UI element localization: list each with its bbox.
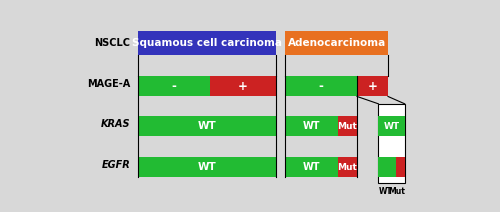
Bar bbox=[286, 116, 338, 137]
Text: -: - bbox=[318, 80, 324, 93]
Text: NSCLC: NSCLC bbox=[94, 38, 130, 47]
Text: WT: WT bbox=[198, 121, 216, 131]
Bar bbox=[378, 157, 396, 177]
Bar bbox=[138, 76, 210, 96]
Text: WT: WT bbox=[379, 187, 392, 196]
Bar bbox=[138, 116, 276, 137]
Bar bbox=[286, 31, 388, 55]
Bar bbox=[286, 157, 338, 177]
Text: WT: WT bbox=[302, 162, 320, 172]
Bar bbox=[138, 31, 276, 55]
Text: Mut: Mut bbox=[388, 187, 405, 196]
Bar bbox=[378, 104, 404, 183]
Bar bbox=[210, 76, 276, 96]
Text: -: - bbox=[172, 80, 176, 93]
Bar bbox=[357, 76, 388, 96]
Bar bbox=[338, 116, 357, 137]
Bar bbox=[378, 116, 404, 137]
Text: MAGE-A: MAGE-A bbox=[87, 79, 130, 89]
Text: WT: WT bbox=[198, 162, 216, 172]
Bar bbox=[286, 76, 357, 96]
Text: Mut: Mut bbox=[338, 122, 357, 131]
Text: +: + bbox=[238, 80, 248, 93]
Text: WT: WT bbox=[302, 121, 320, 131]
Text: Mut: Mut bbox=[338, 163, 357, 172]
Bar bbox=[396, 157, 404, 177]
Text: WT: WT bbox=[384, 122, 400, 131]
Text: EGFR: EGFR bbox=[102, 160, 130, 170]
Text: Squamous cell carcinoma: Squamous cell carcinoma bbox=[132, 38, 282, 48]
Text: KRAS: KRAS bbox=[101, 119, 130, 129]
Bar bbox=[138, 157, 276, 177]
Text: Adenocarcinoma: Adenocarcinoma bbox=[288, 38, 386, 48]
Text: +: + bbox=[368, 80, 378, 93]
Bar bbox=[338, 157, 357, 177]
